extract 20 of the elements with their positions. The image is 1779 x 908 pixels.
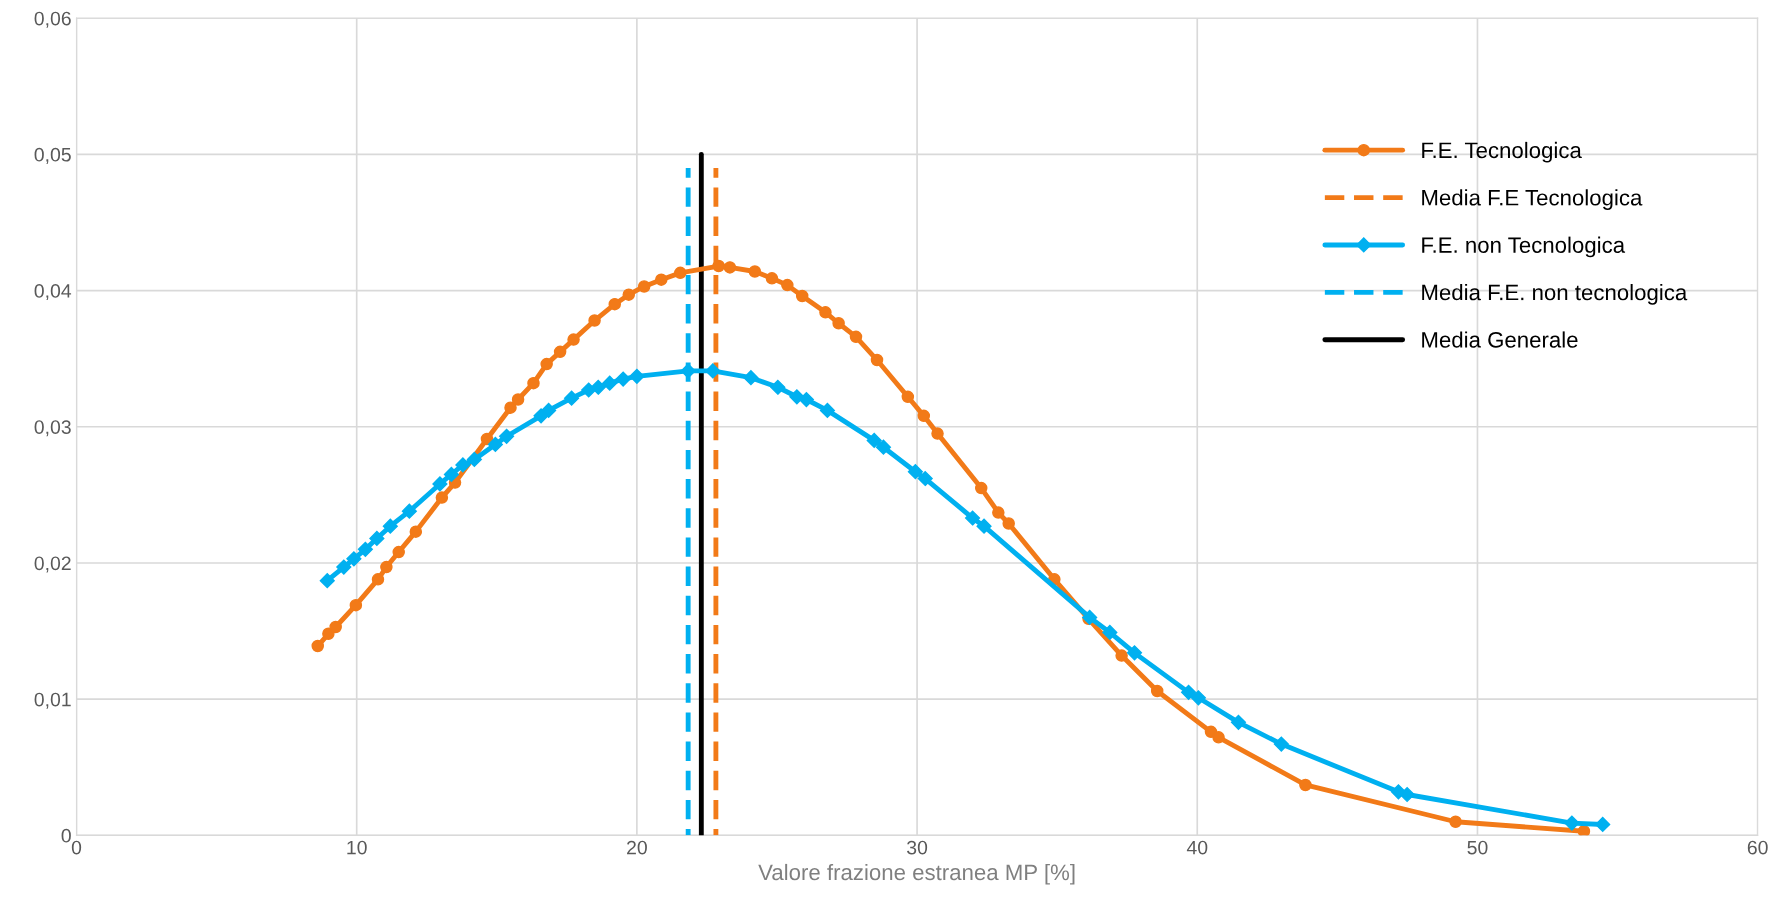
x-tick-label: 50 — [1467, 840, 1488, 855]
legend-label: Media F.E Tecnologica — [1422, 189, 1643, 210]
legend-label: F.E. Tecnologica — [1422, 141, 1582, 163]
x-tick-label: 40 — [1186, 840, 1208, 855]
x-tick-label: 0 — [71, 840, 82, 855]
x-tick-label: 60 — [1747, 840, 1768, 855]
x-tick-label: 30 — [907, 840, 928, 855]
legend-label: Media Generale — [1422, 331, 1578, 348]
legend-label: F.E. non Tecnologica — [1422, 236, 1626, 258]
y-tick-label: 0,03 — [34, 420, 71, 437]
y-tick-label: 0,02 — [34, 556, 71, 573]
y-tick-label: 0,05 — [34, 147, 71, 164]
y-tick-label: 0,04 — [34, 284, 72, 301]
x-tick-label: 10 — [347, 840, 367, 855]
x-tick-label: 20 — [627, 840, 647, 855]
x-axis-title: Valore frazione estranea MP [%] — [758, 863, 1075, 885]
y-tick-label: 0,06 — [34, 11, 71, 28]
y-tick-label: 0,01 — [34, 692, 71, 709]
legend-label: Media F.E. non tecnologica — [1422, 284, 1688, 305]
y-tick-label: 0 — [61, 828, 71, 843]
